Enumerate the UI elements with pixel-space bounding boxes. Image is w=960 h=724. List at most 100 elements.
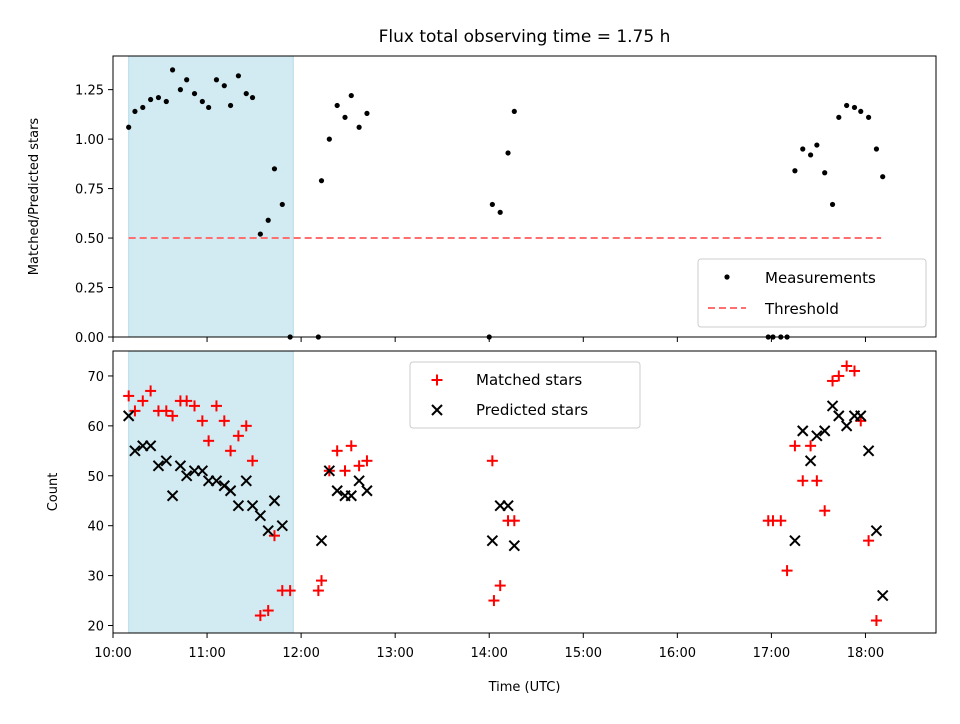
- bottom-legend-box: [409, 361, 641, 429]
- top-x-ticks: [112, 337, 866, 342]
- predicted-star-point-b: [268, 495, 281, 507]
- bottom-y-tick-label: 70: [87, 370, 104, 385]
- predicted-star-point: [268, 495, 281, 507]
- matched-star-point: [775, 515, 787, 527]
- predicted-star-point: [361, 485, 373, 497]
- measurement-point: [851, 104, 858, 111]
- measurement-point: [844, 102, 850, 109]
- measurement-point: [271, 166, 278, 172]
- predicted-star-point: [789, 534, 801, 547]
- matched-star-point: [210, 400, 222, 412]
- top-y-axis-label: Matched/Predicted stars: [27, 118, 42, 276]
- predicted-star-point: [508, 539, 521, 552]
- predicted-star-point: [797, 425, 809, 437]
- bottom-legend: Matched stars Predicted stars: [409, 361, 641, 429]
- predicted-star-point-b: [331, 485, 343, 497]
- top-shaded-band: [128, 55, 294, 338]
- matched-star-point: [494, 580, 506, 592]
- measurement-point: [206, 104, 212, 111]
- predicted-star-point-b: [174, 460, 187, 472]
- matched-star-point: [827, 375, 839, 387]
- top-y-tick-label: 1.25: [75, 84, 104, 99]
- predicted-star-point-b: [361, 485, 373, 497]
- matched-star-point: [833, 370, 845, 382]
- matched-star-point: [181, 395, 193, 407]
- predicted-star-point: [486, 534, 499, 547]
- measurement-point: [807, 152, 814, 158]
- predicted-star-point-b: [502, 500, 514, 512]
- matched-star-point: [203, 435, 215, 447]
- measurement-point: [235, 73, 242, 79]
- predicted-star-point-b: [818, 425, 831, 437]
- bottom-y-tick-label: 60: [87, 420, 104, 435]
- x-tick-label: 10:00: [94, 646, 131, 661]
- matched-star-point: [805, 440, 817, 452]
- bottom-y-axis-label: Count: [46, 473, 61, 512]
- measurement-point: [356, 124, 362, 130]
- predicted-star-point-b: [804, 455, 817, 467]
- legend-measurements-marker: [724, 274, 730, 280]
- x-tick-label: 15:00: [565, 646, 602, 661]
- measurement-point: [342, 114, 348, 120]
- predicted-star-point-b: [345, 490, 357, 502]
- top-panel: 0.00 0.25 0.50 0.75 1.00 1.25 Flux total obse…: [27, 27, 937, 346]
- matched-star-point: [218, 415, 230, 427]
- x-tick-label: 18:00: [847, 646, 884, 661]
- measurement-point: [184, 77, 190, 83]
- matched-star-point: [488, 595, 500, 607]
- predicted-star-point-b: [210, 475, 223, 487]
- matched-star-point: [781, 565, 793, 577]
- matched-star-point: [361, 455, 373, 467]
- predicted-star-point-b: [833, 410, 845, 422]
- measurement-point: [177, 87, 184, 93]
- top-band-rect: [128, 55, 294, 338]
- predicted-star-point-b: [122, 410, 135, 422]
- legend-threshold-label: Threshold: [764, 300, 839, 318]
- bottom-x-ticks: 10:00 11:00 12:00 13:00 14:00 15:00 16:00 17:00…: [94, 633, 884, 661]
- predicted-star-point-b: [152, 460, 165, 472]
- predicted-star-point-b: [826, 400, 839, 412]
- predicted-star-point-b: [254, 510, 267, 522]
- predicted-star-point: [152, 460, 165, 472]
- predicted-star-point-b: [323, 465, 336, 477]
- predicted-star-point: [826, 400, 839, 412]
- predicted-star-point-b: [246, 500, 259, 512]
- measurement-point: [213, 77, 220, 83]
- matched-star-point: [508, 515, 520, 527]
- measurement-point: [279, 201, 285, 208]
- matched-star-point: [232, 430, 244, 442]
- predicted-star-point-b: [232, 500, 245, 512]
- matched-star-point: [353, 460, 365, 472]
- predicted-star-point-b: [315, 534, 328, 547]
- matched-star-point: [160, 405, 172, 417]
- predicted-star-point: [144, 440, 157, 452]
- top-y-tick-label: 0.75: [75, 183, 104, 198]
- predicted-star-point-b: [224, 485, 237, 497]
- bottom-y-tick-label: 20: [87, 620, 104, 635]
- measurement-point: [326, 136, 332, 142]
- matched-star-point: [129, 405, 141, 417]
- legend-predicted-marker-b: [431, 404, 443, 416]
- predicted-star-point-b: [129, 445, 141, 457]
- measurement-point: [348, 92, 354, 99]
- measurement-point: [836, 114, 842, 120]
- matched-star-point: [262, 605, 274, 617]
- measurement-point: [163, 98, 169, 105]
- predicted-star-point: [180, 470, 193, 482]
- predicted-star-point: [804, 455, 817, 467]
- measurement-point: [829, 201, 836, 208]
- bottom-y-tick-label: 30: [87, 570, 104, 585]
- measurement-point: [191, 90, 198, 97]
- matched-star-point: [486, 455, 498, 467]
- top-y-tick-label: 1.00: [75, 133, 104, 148]
- predicted-star-point: [254, 510, 267, 522]
- matched-star-point: [189, 400, 201, 412]
- top-legend: Measurements Threshold: [697, 258, 927, 328]
- predicted-star-point-b: [196, 465, 209, 477]
- predicted-star-point-b: [811, 430, 823, 442]
- measurement-point: [505, 150, 511, 156]
- top-legend-box: [697, 258, 927, 328]
- legend-matched-label: Matched stars: [476, 371, 582, 389]
- x-tick-label: 17:00: [753, 646, 790, 661]
